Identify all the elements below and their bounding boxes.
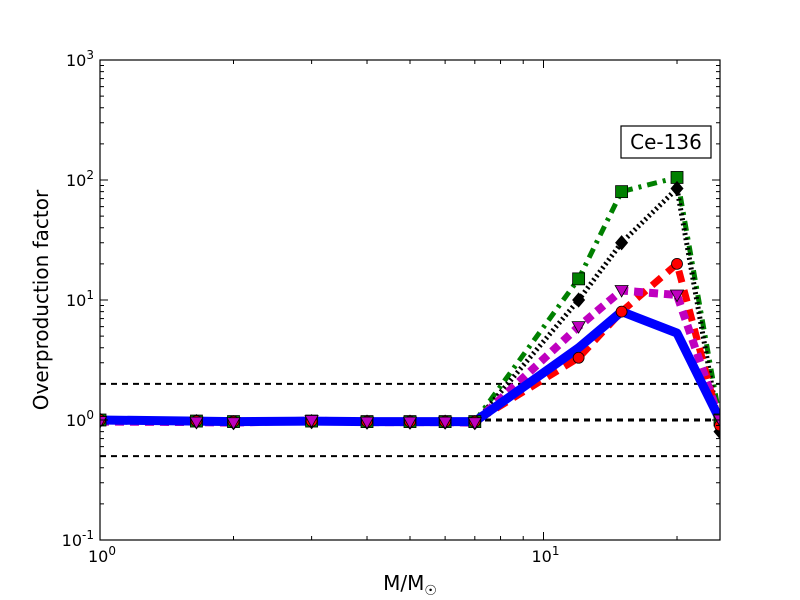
data-point bbox=[189, 416, 204, 430]
y-tick-label: 102 bbox=[66, 168, 94, 190]
data-point bbox=[615, 185, 629, 199]
x-axis-label: M/M☉ bbox=[383, 571, 437, 599]
data-point bbox=[359, 416, 375, 430]
data-point bbox=[571, 321, 586, 334]
series-line bbox=[100, 307, 720, 427]
y-tick-label: 100 bbox=[66, 408, 94, 430]
y-tick-label: 10-1 bbox=[62, 528, 94, 550]
x-tick-label: 100 bbox=[88, 544, 116, 566]
data-point bbox=[437, 416, 453, 430]
series-line bbox=[100, 186, 720, 433]
data-point bbox=[572, 272, 586, 286]
data-point bbox=[226, 417, 241, 430]
data-point bbox=[615, 235, 629, 251]
data-point bbox=[671, 257, 683, 270]
data-point bbox=[467, 417, 482, 430]
data-point bbox=[304, 415, 319, 428]
data-point bbox=[402, 416, 418, 430]
data-point bbox=[712, 414, 720, 428]
data-point bbox=[669, 289, 685, 303]
annotation-text: Ce-136 bbox=[630, 130, 702, 154]
series-line bbox=[100, 175, 720, 425]
y-tick-label: 103 bbox=[66, 48, 94, 70]
data-point bbox=[572, 292, 586, 308]
x-tick-label: 101 bbox=[532, 544, 560, 566]
data-point bbox=[615, 305, 628, 318]
series-layer bbox=[100, 171, 720, 440]
y-tick-label: 101 bbox=[66, 288, 94, 310]
data-point bbox=[614, 285, 629, 298]
axis-ticks bbox=[99, 59, 720, 541]
data-point bbox=[670, 180, 684, 197]
y-axis-label: Overproduction factor bbox=[29, 189, 53, 410]
data-point bbox=[572, 351, 585, 364]
annotation-box: Ce-136 bbox=[620, 125, 712, 159]
